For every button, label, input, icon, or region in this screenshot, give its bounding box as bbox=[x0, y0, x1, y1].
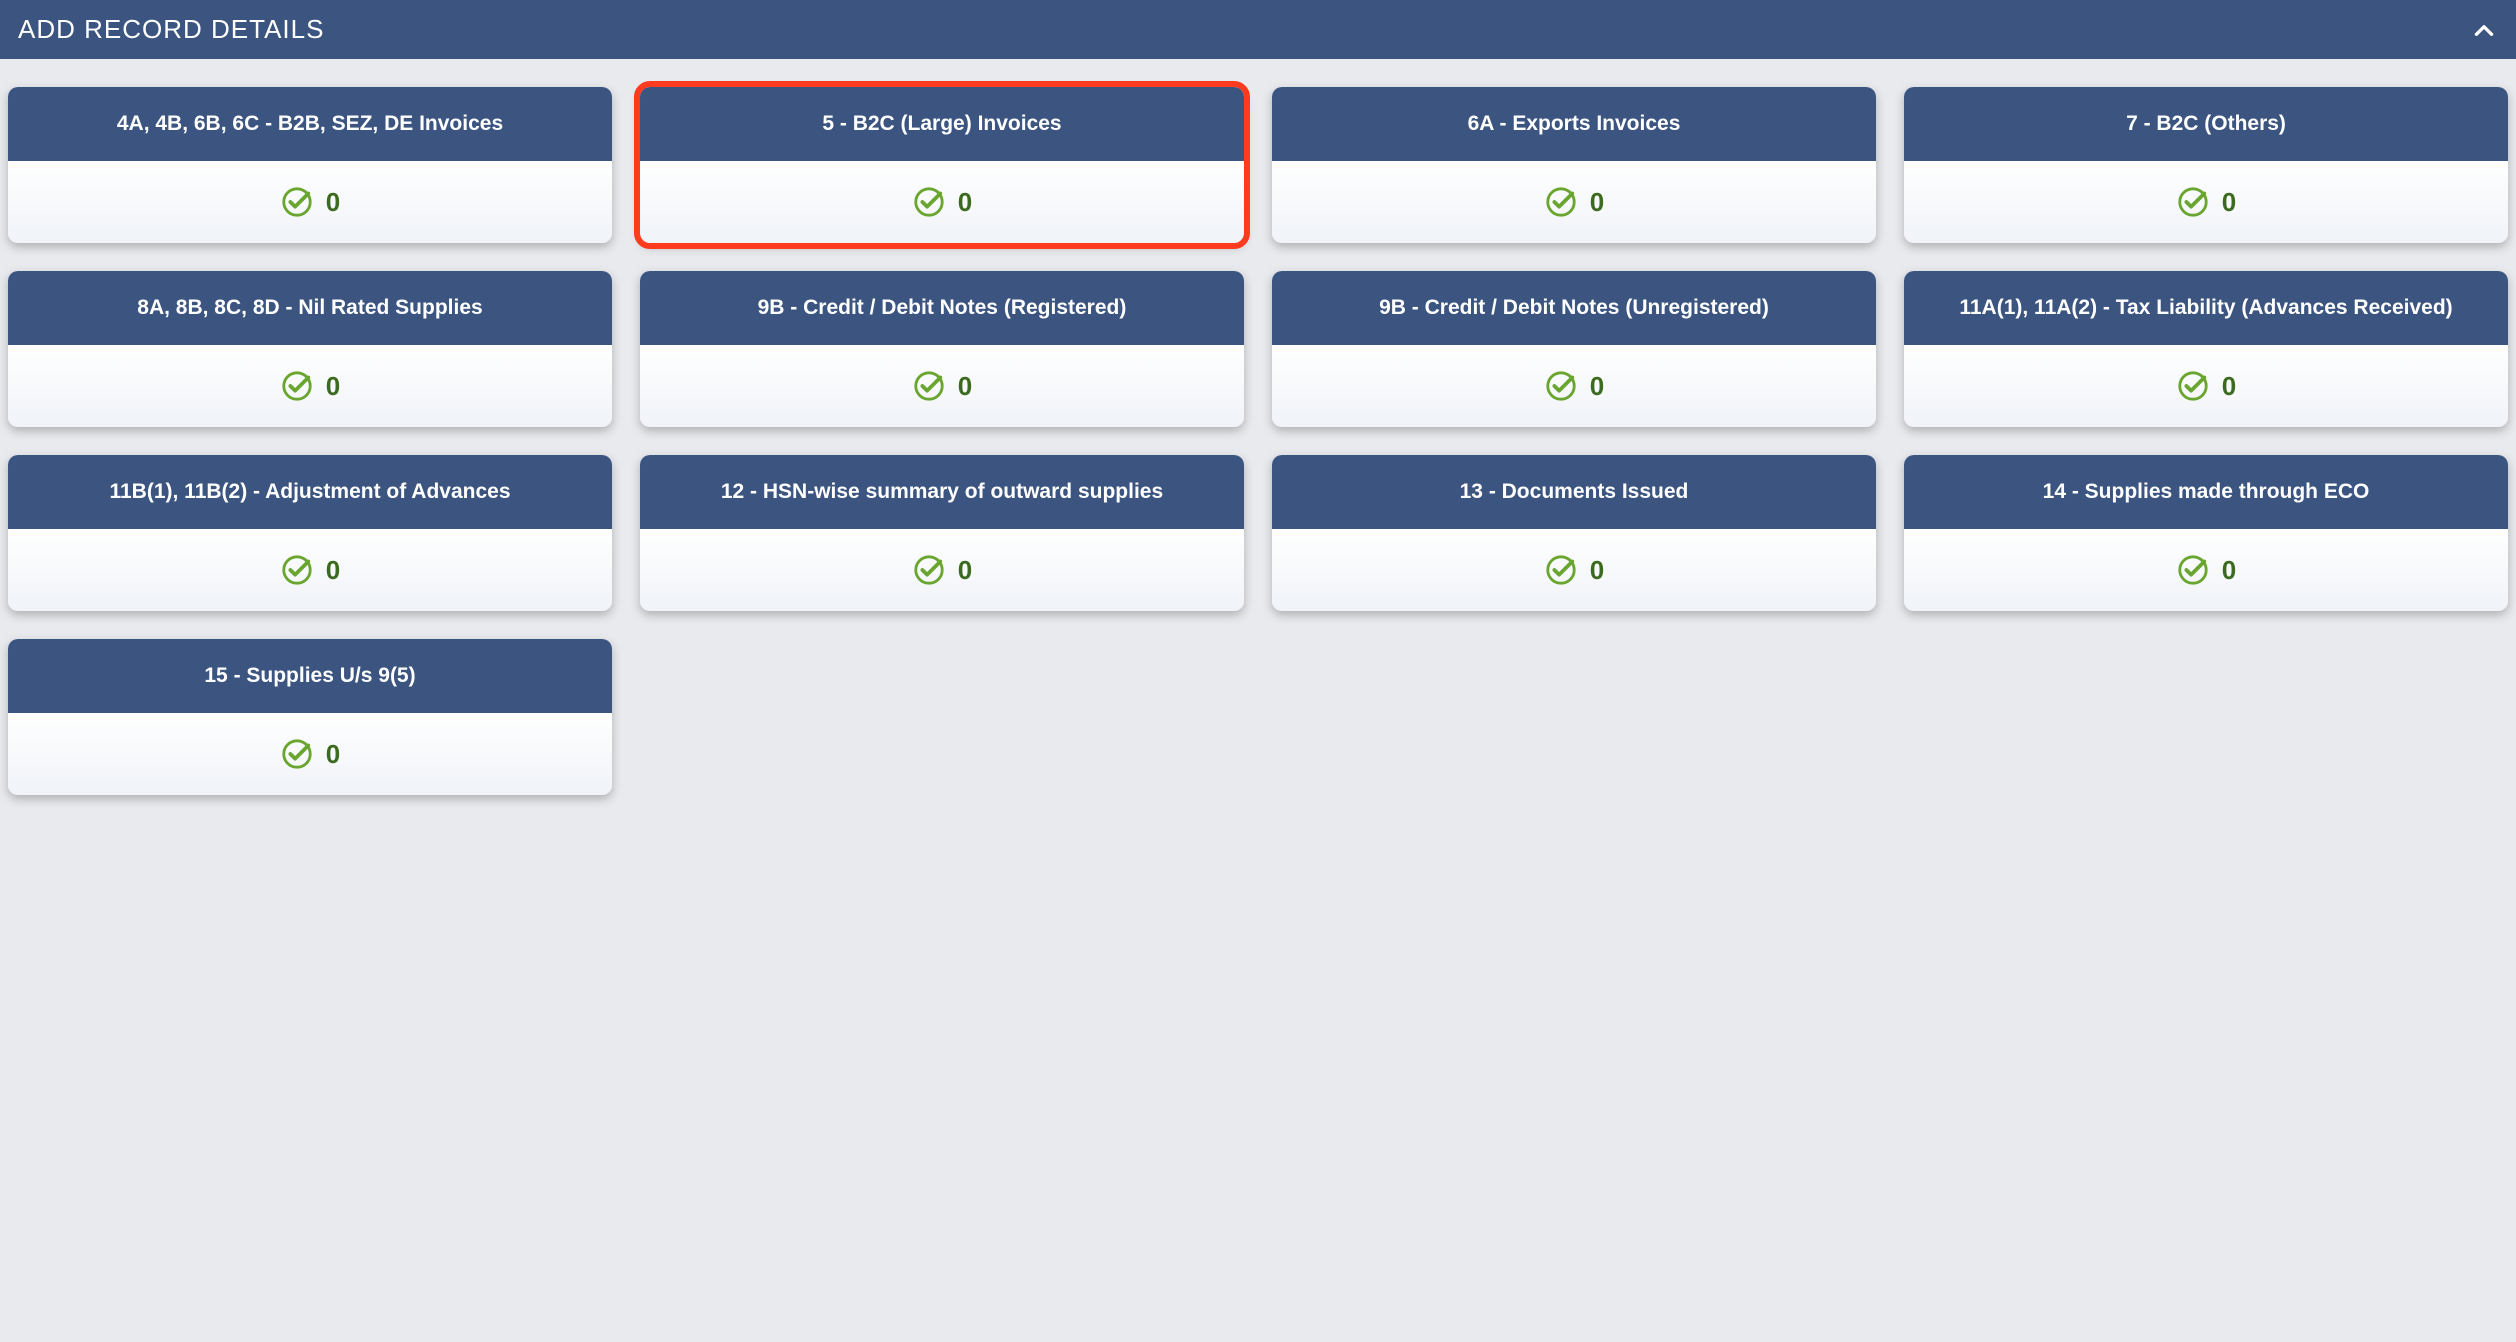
card-title: 8A, 8B, 8C, 8D - Nil Rated Supplies bbox=[8, 271, 612, 345]
card-count: 0 bbox=[1590, 187, 1604, 218]
card-body: 0 bbox=[1904, 529, 2508, 611]
card-body: 0 bbox=[8, 529, 612, 611]
check-circle-icon bbox=[1544, 185, 1578, 219]
card-count: 0 bbox=[958, 555, 972, 586]
card-body: 0 bbox=[8, 345, 612, 427]
card-title: 7 - B2C (Others) bbox=[1904, 87, 2508, 161]
card-title: 9B - Credit / Debit Notes (Unregistered) bbox=[1272, 271, 1876, 345]
record-card[interactable]: 12 - HSN-wise summary of outward supplie… bbox=[640, 455, 1244, 611]
card-title: 14 - Supplies made through ECO bbox=[1904, 455, 2508, 529]
card-body: 0 bbox=[1272, 529, 1876, 611]
add-record-details-panel: ADD RECORD DETAILS 4A, 4B, 6B, 6C - B2B,… bbox=[0, 0, 2516, 815]
card-body: 0 bbox=[1272, 345, 1876, 427]
panel-title: ADD RECORD DETAILS bbox=[18, 14, 324, 45]
record-card[interactable]: 9B - Credit / Debit Notes (Registered) 0 bbox=[640, 271, 1244, 427]
check-circle-icon bbox=[912, 553, 946, 587]
card-count: 0 bbox=[326, 555, 340, 586]
card-count: 0 bbox=[326, 187, 340, 218]
record-card[interactable]: 4A, 4B, 6B, 6C - B2B, SEZ, DE Invoices 0 bbox=[8, 87, 612, 243]
record-card[interactable]: 11B(1), 11B(2) - Adjustment of Advances … bbox=[8, 455, 612, 611]
record-card[interactable]: 9B - Credit / Debit Notes (Unregistered)… bbox=[1272, 271, 1876, 427]
panel-header[interactable]: ADD RECORD DETAILS bbox=[0, 0, 2516, 59]
card-count: 0 bbox=[2222, 555, 2236, 586]
check-circle-icon bbox=[1544, 369, 1578, 403]
card-count: 0 bbox=[2222, 187, 2236, 218]
card-body: 0 bbox=[1272, 161, 1876, 243]
card-title: 12 - HSN-wise summary of outward supplie… bbox=[640, 455, 1244, 529]
check-circle-icon bbox=[280, 369, 314, 403]
record-card[interactable]: 5 - B2C (Large) Invoices 0 bbox=[640, 87, 1244, 243]
check-circle-icon bbox=[912, 369, 946, 403]
card-title: 5 - B2C (Large) Invoices bbox=[640, 87, 1244, 161]
card-body: 0 bbox=[1904, 345, 2508, 427]
card-title: 15 - Supplies U/s 9(5) bbox=[8, 639, 612, 713]
panel-body: 4A, 4B, 6B, 6C - B2B, SEZ, DE Invoices 0… bbox=[0, 59, 2516, 815]
card-count: 0 bbox=[958, 187, 972, 218]
check-circle-icon bbox=[280, 185, 314, 219]
check-circle-icon bbox=[2176, 553, 2210, 587]
check-circle-icon bbox=[280, 553, 314, 587]
record-card[interactable]: 14 - Supplies made through ECO 0 bbox=[1904, 455, 2508, 611]
card-body: 0 bbox=[640, 345, 1244, 427]
check-circle-icon bbox=[2176, 185, 2210, 219]
card-body: 0 bbox=[1904, 161, 2508, 243]
check-circle-icon bbox=[912, 185, 946, 219]
card-title: 11A(1), 11A(2) - Tax Liability (Advances… bbox=[1904, 271, 2508, 345]
card-count: 0 bbox=[326, 739, 340, 770]
card-grid: 4A, 4B, 6B, 6C - B2B, SEZ, DE Invoices 0… bbox=[8, 87, 2508, 795]
check-circle-icon bbox=[280, 737, 314, 771]
record-card[interactable]: 11A(1), 11A(2) - Tax Liability (Advances… bbox=[1904, 271, 2508, 427]
record-card[interactable]: 7 - B2C (Others) 0 bbox=[1904, 87, 2508, 243]
record-card[interactable]: 6A - Exports Invoices 0 bbox=[1272, 87, 1876, 243]
card-title: 11B(1), 11B(2) - Adjustment of Advances bbox=[8, 455, 612, 529]
card-title: 6A - Exports Invoices bbox=[1272, 87, 1876, 161]
check-circle-icon bbox=[2176, 369, 2210, 403]
record-card[interactable]: 15 - Supplies U/s 9(5) 0 bbox=[8, 639, 612, 795]
card-title: 4A, 4B, 6B, 6C - B2B, SEZ, DE Invoices bbox=[8, 87, 612, 161]
card-body: 0 bbox=[8, 713, 612, 795]
record-card[interactable]: 13 - Documents Issued 0 bbox=[1272, 455, 1876, 611]
card-body: 0 bbox=[640, 161, 1244, 243]
card-count: 0 bbox=[2222, 371, 2236, 402]
card-count: 0 bbox=[1590, 555, 1604, 586]
card-title: 13 - Documents Issued bbox=[1272, 455, 1876, 529]
chevron-up-icon[interactable] bbox=[2470, 16, 2498, 44]
card-body: 0 bbox=[640, 529, 1244, 611]
card-count: 0 bbox=[326, 371, 340, 402]
record-card[interactable]: 8A, 8B, 8C, 8D - Nil Rated Supplies 0 bbox=[8, 271, 612, 427]
card-title: 9B - Credit / Debit Notes (Registered) bbox=[640, 271, 1244, 345]
card-count: 0 bbox=[958, 371, 972, 402]
card-body: 0 bbox=[8, 161, 612, 243]
card-count: 0 bbox=[1590, 371, 1604, 402]
check-circle-icon bbox=[1544, 553, 1578, 587]
